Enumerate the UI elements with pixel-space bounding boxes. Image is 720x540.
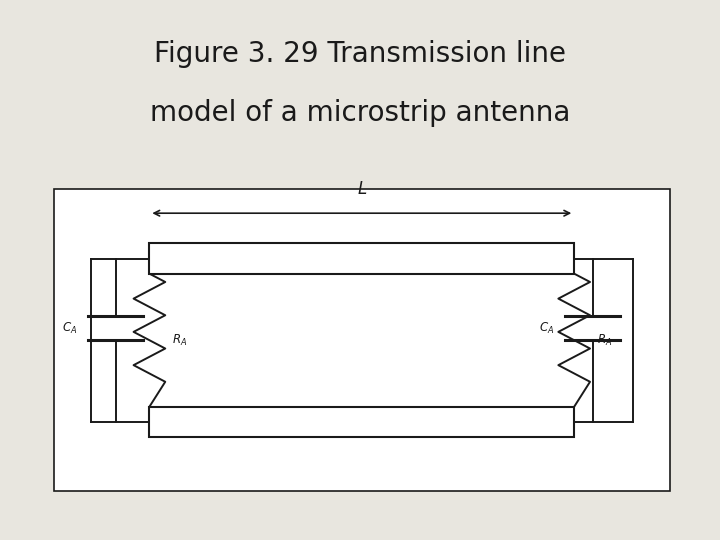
Bar (150, 244, 574, 274)
Text: $R_A$: $R_A$ (173, 333, 188, 348)
Bar (54, 189, 670, 491)
Text: $C_A$: $C_A$ (62, 321, 78, 336)
Text: Figure 3. 29 Transmission line: Figure 3. 29 Transmission line (154, 40, 566, 68)
Text: L: L (357, 180, 366, 198)
Text: $C_A$: $C_A$ (539, 321, 554, 336)
Bar (150, 407, 574, 437)
Text: $R_A$: $R_A$ (597, 333, 613, 348)
Text: model of a microstrip antenna: model of a microstrip antenna (150, 99, 570, 127)
